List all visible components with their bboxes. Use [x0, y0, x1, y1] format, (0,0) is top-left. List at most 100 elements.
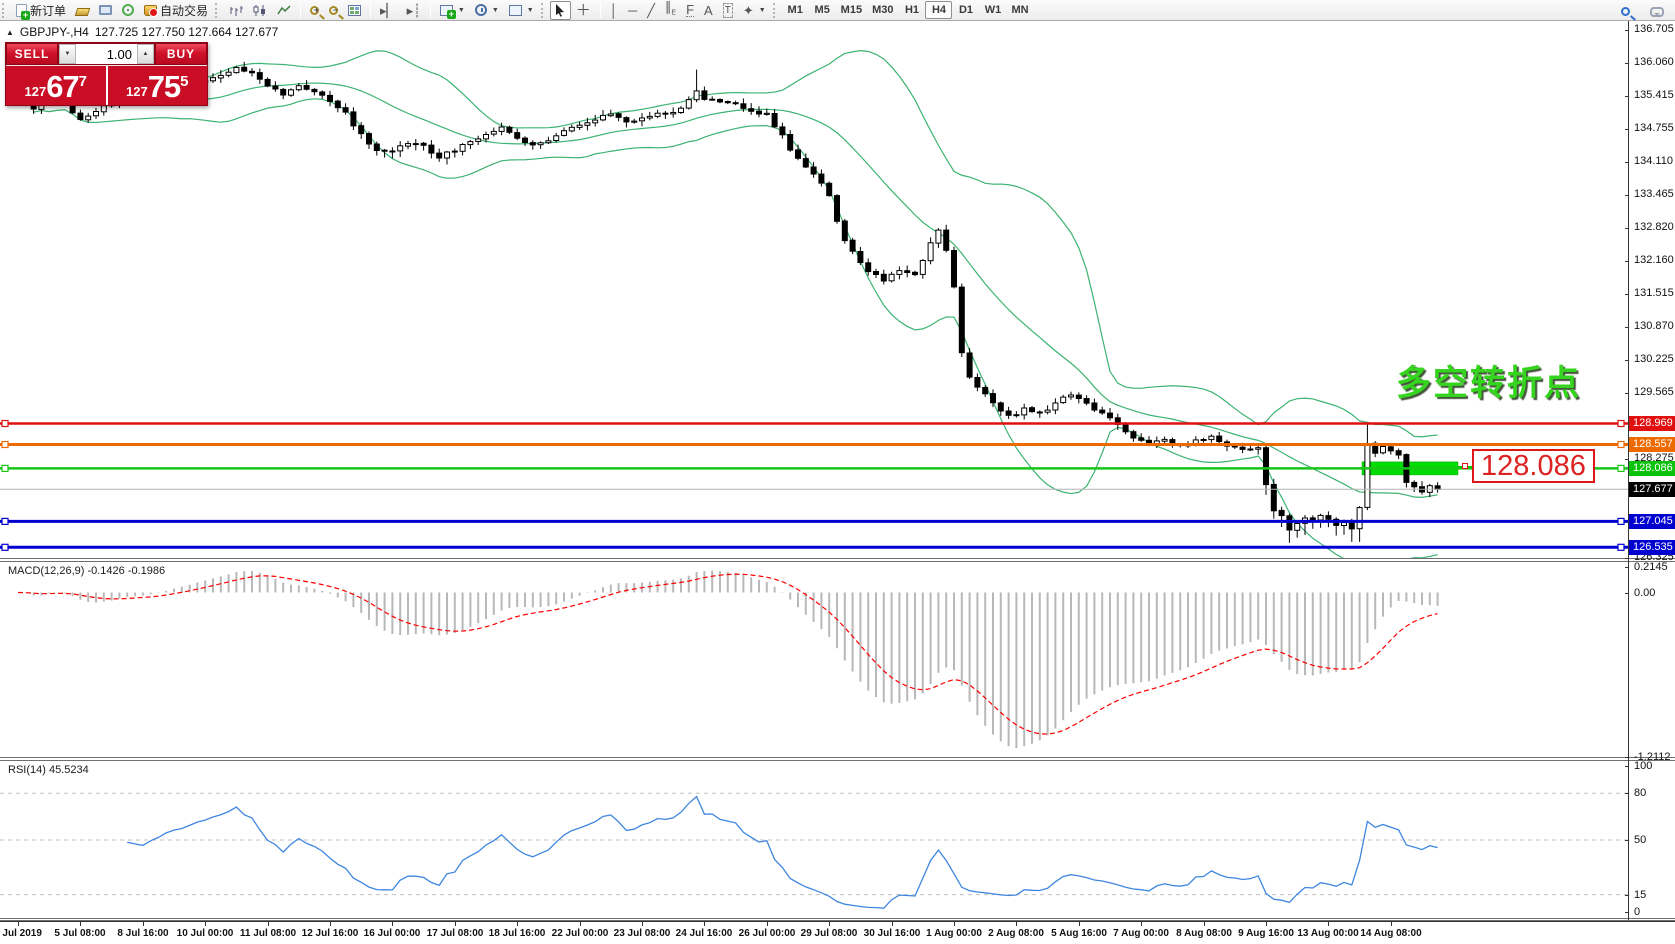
rsi-pane[interactable] — [0, 761, 1628, 918]
axis-tick — [1625, 360, 1629, 361]
toolbar-grip[interactable] — [2, 2, 7, 18]
ask-price[interactable]: 127 75 5 — [125, 69, 189, 104]
hline-128.557[interactable] — [0, 440, 1628, 449]
macd-pane[interactable] — [0, 562, 1628, 758]
crosshair-tool-button[interactable]: ＋ — [571, 1, 596, 20]
toolbar-grip[interactable] — [215, 2, 220, 18]
price-callout-label[interactable]: 128.086 — [1472, 449, 1595, 483]
bid-price[interactable]: 127 67 7 — [24, 69, 88, 104]
time-tick — [455, 922, 456, 926]
axis-tick — [1625, 393, 1629, 394]
timeframe-button-D1[interactable]: D1 — [958, 4, 974, 16]
price-axis[interactable]: 136.705 136.060 135.415 134.755 134.110 133.4… — [1625, 21, 1675, 920]
templates-button[interactable]: ▼ — [504, 1, 539, 20]
chart-shift-button[interactable]: ▸┊ — [402, 1, 426, 20]
zoom-out-icon: − — [329, 5, 338, 15]
signals-button[interactable] — [117, 1, 139, 20]
toolbar-grip[interactable] — [540, 2, 546, 18]
hline-128.086[interactable] — [0, 464, 1628, 472]
axis-tick — [1625, 63, 1629, 64]
text-tool-button[interactable]: A — [699, 1, 718, 20]
time-tick — [767, 922, 768, 926]
time-tick — [954, 922, 955, 926]
timeframe-button-H1[interactable]: H1 — [904, 4, 920, 16]
ohlc-readout: 127.725 127.750 127.664 127.677 — [94, 25, 279, 39]
time-label: 13 Aug 00:00 — [1297, 928, 1359, 939]
zoom-in-button[interactable]: + — [305, 1, 324, 20]
rsi-tick-label: 80 — [1634, 787, 1647, 799]
arrows-tool-button[interactable]: ✦ ▼ — [738, 1, 771, 20]
time-label: 26 Jul 00:00 — [738, 928, 796, 939]
volume-input[interactable] — [76, 44, 137, 64]
price-axis-border — [1628, 21, 1629, 920]
symbol-collapse-icon[interactable]: ▲ — [6, 27, 14, 37]
horizontal-line-tool-button[interactable]: ─ — [623, 1, 642, 20]
line-chart-button[interactable] — [272, 1, 296, 20]
time-tick — [1328, 922, 1329, 926]
sell-button[interactable]: SELL — [6, 43, 58, 65]
bar-chart-button[interactable] — [224, 1, 248, 20]
channel-tool-button[interactable]: ∥E — [660, 0, 681, 20]
timeframe-button-H4[interactable]: H4 — [925, 1, 953, 19]
time-label: 7 Aug 00:00 — [1113, 928, 1169, 939]
periods-button[interactable]: ▼ — [470, 1, 504, 20]
data-window-button[interactable] — [94, 1, 117, 20]
toolbar-grip[interactable] — [772, 2, 778, 18]
time-tick — [580, 922, 581, 926]
pane-separator[interactable] — [0, 757, 1675, 761]
time-axis[interactable]: 4 Jul 2019 5 Jul 08:00 8 Jul 16:00 10 Jul 0… — [0, 921, 1675, 944]
callout-anchor-handle[interactable] — [1462, 463, 1468, 469]
signal-icon — [122, 4, 135, 16]
tile-windows-icon — [348, 4, 362, 16]
time-label: 11 Jul 08:00 — [239, 928, 297, 939]
trendline-icon: ╱ — [647, 2, 655, 18]
price-badge-128.969: 128.969 — [1629, 416, 1675, 431]
hline-127.045[interactable] — [0, 517, 1628, 525]
fibonacci-tool-button[interactable]: F — [681, 1, 699, 20]
timeframe-button-M15[interactable]: M15 — [840, 4, 863, 16]
timeframe-button-MN[interactable]: MN — [1011, 4, 1029, 16]
new-order-button[interactable]: + 新订单 — [11, 1, 71, 20]
zoom-out-button[interactable]: − — [324, 1, 343, 20]
volume-increase-button[interactable]: ▲ — [137, 44, 154, 64]
axis-tick — [1625, 840, 1629, 841]
pane-separator[interactable] — [0, 558, 1675, 562]
text-label-tool-button[interactable]: T — [718, 1, 738, 20]
timeframe-button-M30[interactable]: M30 — [872, 4, 894, 16]
time-tick — [18, 922, 19, 926]
trendline-tool-button[interactable]: ╱ — [642, 1, 660, 20]
turning-point-annotation[interactable]: 多空转折点 — [1396, 364, 1582, 403]
tile-windows-button[interactable] — [343, 1, 366, 20]
autotrading-button[interactable]: 自动交易 — [139, 1, 213, 20]
main-chart[interactable] — [0, 21, 1628, 558]
buy-button[interactable]: BUY — [155, 43, 207, 65]
search-button[interactable] — [1616, 2, 1635, 21]
timeframe-button-M5[interactable]: M5 — [814, 4, 830, 16]
time-tick — [330, 922, 331, 926]
new-chart-button[interactable]: + ▼ — [435, 1, 470, 20]
volume-decrease-button[interactable]: ▼ — [59, 44, 76, 64]
hline-126.535[interactable] — [0, 543, 1628, 551]
arrows-icon: ✦ — [742, 2, 754, 18]
time-label: 16 Jul 00:00 — [363, 928, 421, 939]
timeframe-button-W1[interactable]: W1 — [984, 4, 1002, 16]
time-label: 5 Jul 08:00 — [54, 928, 106, 939]
toolbar-separator — [370, 2, 372, 18]
time-tick — [892, 922, 893, 926]
vertical-line-tool-button[interactable]: │ — [605, 1, 623, 20]
price-tick-label: 129.565 — [1634, 386, 1674, 398]
candlestick-chart-button[interactable] — [248, 1, 272, 20]
market-watch-button[interactable] — [71, 1, 94, 20]
auto-scroll-button[interactable]: ▸▏ — [375, 1, 402, 20]
macd-indicator-label: MACD(12,26,9) -0.1426 -0.1986 — [8, 565, 166, 577]
price-badge-127.677: 127.677 — [1629, 482, 1675, 497]
time-label: 5 Aug 16:00 — [1051, 928, 1107, 939]
clock-icon — [474, 4, 487, 16]
axis-tick — [1625, 96, 1629, 97]
timeframe-button-M1[interactable]: M1 — [787, 4, 803, 16]
chat-button[interactable] — [1645, 2, 1669, 21]
time-tick — [517, 922, 518, 926]
hline-128.969[interactable] — [0, 419, 1628, 428]
time-label: 30 Jul 16:00 — [863, 928, 921, 939]
cursor-tool-button[interactable] — [549, 0, 571, 20]
